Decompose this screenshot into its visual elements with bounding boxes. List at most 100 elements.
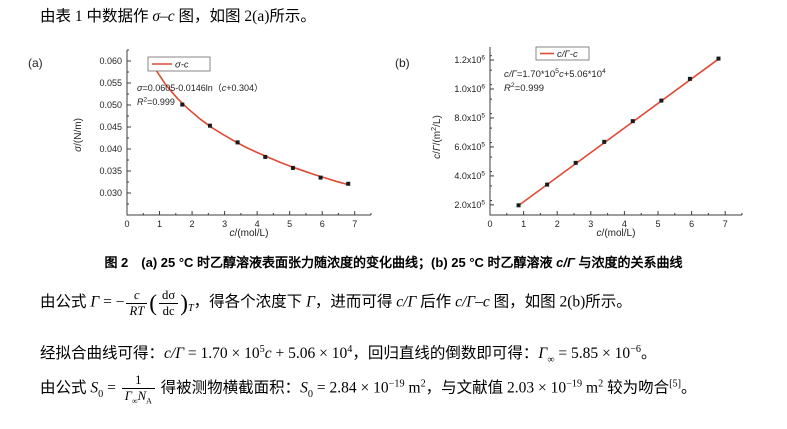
formula-sigma-c: σ–c [152, 8, 175, 25]
fraction-numerator: c [126, 288, 148, 304]
svg-text:(a): (a) [28, 56, 43, 70]
subscript-T: T [187, 302, 194, 314]
fraction-numerator: dσ [159, 288, 179, 304]
svg-text:0.035: 0.035 [99, 166, 122, 176]
svg-text:0: 0 [124, 219, 129, 229]
text-run: + 5.06 × 10 [271, 345, 348, 363]
formula-c-over-gamma: c/Γ [556, 255, 575, 270]
svg-text:2: 2 [190, 219, 195, 229]
svg-text:R2=0.999: R2=0.999 [504, 82, 544, 94]
svg-text:4: 4 [622, 219, 627, 229]
svg-text:2.0x105: 2.0x105 [454, 199, 485, 210]
superscript: −6 [630, 344, 641, 355]
svg-text:0.030: 0.030 [99, 188, 122, 198]
text-run: = − [99, 293, 125, 311]
fraction-denominator: RT [129, 303, 145, 318]
formula-S0: S [90, 379, 99, 397]
superscript: −19 [388, 378, 405, 390]
text-run: 。 [681, 379, 697, 397]
text-run: 后作 [416, 293, 456, 311]
formula-NA: N [137, 388, 147, 403]
svg-text:8.0x105: 8.0x105 [454, 112, 485, 123]
svg-text:c/Γ=1.70*105c+5.06*104: c/Γ=1.70*105c+5.06*104 [504, 68, 606, 80]
svg-text:0.045: 0.045 [99, 122, 122, 132]
formula-c: c [264, 345, 272, 363]
text-run: 由公式 [40, 379, 91, 397]
svg-text:c/(mol/L): c/(mol/L) [597, 228, 636, 239]
text-run: = 2.84 × 10 [313, 379, 389, 397]
text-run: ，与文献值 2.03 × 10 [425, 379, 567, 397]
formula-gamma-infinity: Γ [538, 345, 548, 363]
svg-text:3: 3 [588, 219, 593, 229]
intro-paragraph: 由表 1 中数据作 σ–c 图，如图 2(a)所示。 [40, 7, 316, 28]
fraction-one-over-gammaNA: 1 Γ∞NA [121, 373, 155, 406]
text-run: = [103, 379, 120, 397]
figure-caption: 图 2 (a) 25 °C 时乙醇溶液表面张力随浓度的变化曲线；(b) 25 °… [0, 252, 787, 271]
fraction-numerator: 1 [121, 373, 155, 389]
formula-gamma: Γ [124, 388, 132, 403]
paragraph-fit-result: 经拟合曲线可得：c/Γ = 1.70 × 105c + 5.06 × 104，回… [40, 343, 657, 367]
text-run: 与浓度的关系曲线 [574, 255, 683, 270]
formula-c-over-gamma: c/Γ [396, 293, 417, 311]
subscript-zero: 0 [307, 388, 314, 400]
svg-text:7: 7 [723, 219, 728, 229]
svg-text:6: 6 [320, 219, 325, 229]
text-run: m [404, 379, 421, 397]
svg-text:2: 2 [555, 219, 560, 229]
superscript: −19 [566, 378, 583, 390]
superscript: 5 [259, 344, 265, 355]
svg-text:1.2x106: 1.2x106 [454, 54, 485, 65]
svg-text:0.040: 0.040 [99, 144, 122, 154]
svg-text:6.0x105: 6.0x105 [454, 141, 485, 152]
svg-text:c/(mol/L): c/(mol/L) [230, 228, 269, 239]
svg-text:0.050: 0.050 [99, 100, 122, 110]
left-paren: ( [149, 290, 158, 317]
svg-text:(b): (b) [395, 56, 410, 70]
text-run: 图，如图 2(b)所示。 [489, 293, 632, 311]
text-run: = 1.70 × 10 [184, 345, 260, 363]
chart-b-c-over-gamma: 0 1 2 3 4 5 6 7 2.0x105 4.0x105 6.0x105 8.0x105 1.0x… [395, 46, 743, 239]
fraction-c-over-RT: c RT [126, 288, 148, 318]
text-run: ，回归直线的倒数即可得： [352, 345, 539, 363]
formula-c-gamma-c: c/Γ–c [455, 293, 490, 311]
formula-c-over-gamma: c/Γ [164, 345, 185, 363]
subscript-A: A [146, 396, 152, 406]
svg-text:4: 4 [255, 219, 260, 229]
svg-text:0: 0 [487, 219, 492, 229]
formula-gamma: Γ [306, 293, 315, 311]
text-run: 。 [640, 345, 657, 363]
text-run: ，进而可得 [314, 293, 397, 311]
superscript: 2 [420, 378, 426, 390]
text-run: = 5.85 × 10 [554, 345, 631, 363]
svg-text:0.060: 0.060 [99, 56, 122, 66]
text-run: 由表 1 中数据作 [40, 8, 153, 25]
fraction-denominator: Γ∞NA [122, 389, 155, 406]
svg-text:σ-c: σ-c [175, 60, 189, 71]
svg-text:7: 7 [352, 219, 357, 229]
chart-a-surface-tension: 0 1 2 3 4 5 6 7 0.030 0.035 0.040 0.045 0.050 0.055 0.… [28, 49, 372, 239]
text-run: 经拟合曲线可得： [40, 345, 165, 363]
paragraph-gibbs-formula: 由公式 Γ = − c RT(dσ dc)T，得各个浓度下 Γ，进而可得 c/Γ 后作… [40, 288, 632, 320]
text-run: 由公式 [40, 293, 91, 311]
svg-text:1: 1 [157, 219, 162, 229]
text-run: 较为吻合 [603, 379, 670, 397]
fraction-denominator: dc [162, 303, 175, 318]
text-run: 图，如图 2(a)所示。 [174, 8, 316, 25]
text-run: m [582, 379, 599, 397]
svg-text:R2=0.999: R2=0.999 [137, 96, 175, 107]
svg-text:5: 5 [655, 219, 660, 229]
svg-text:4.0x105: 4.0x105 [454, 170, 485, 181]
formula-gamma: Γ [90, 293, 100, 311]
svg-text:σ/(N/m): σ/(N/m) [73, 118, 84, 152]
svg-text:0.055: 0.055 [99, 78, 122, 88]
svg-text:c/Γ/(m2/L): c/Γ/(m2/L) [429, 115, 443, 159]
fraction-dsigma-over-dc: dσ dc [159, 288, 179, 318]
text-run: ，得各个浓度下 [193, 293, 307, 311]
svg-text:1: 1 [521, 219, 526, 229]
text-run: 图 2 (a) 25 °C 时乙醇溶液表面张力随浓度的变化曲线；(b) 25 °… [104, 255, 557, 270]
svg-text:c/Γ-c: c/Γ-c [557, 49, 578, 60]
svg-text:1.0x106: 1.0x106 [454, 83, 485, 94]
text-run: 得被测物横截面积： [156, 379, 301, 397]
subscript-infinity: ∞ [547, 354, 555, 366]
